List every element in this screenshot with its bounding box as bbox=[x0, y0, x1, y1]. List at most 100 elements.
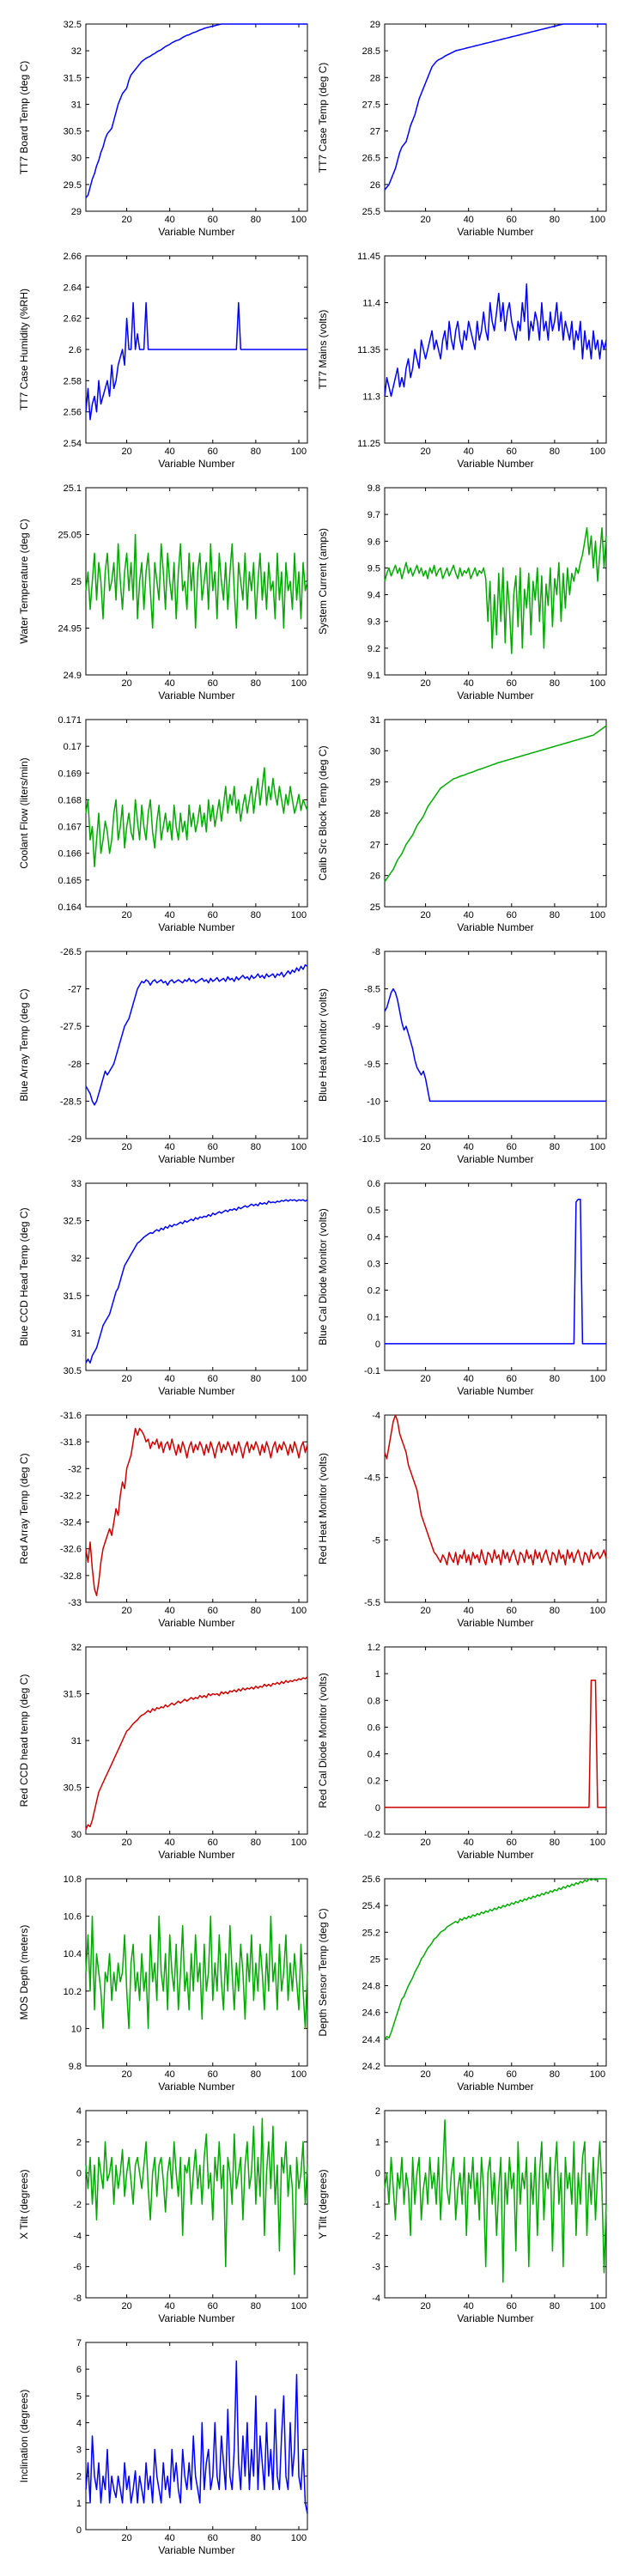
chart-svg: 20 40 60 80 100 30.5 31 31.5 32 32.5 33 Variable Nu… bbox=[18, 1179, 308, 1397]
y-tick-label: -8.5 bbox=[364, 985, 380, 995]
x-tick-label: 100 bbox=[590, 678, 605, 689]
x-tick-label: 60 bbox=[507, 1142, 517, 1152]
y-tick-label: 9.8 bbox=[368, 483, 380, 494]
x-tick-label: 40 bbox=[165, 1374, 175, 1384]
series-line bbox=[85, 2117, 308, 2275]
x-tick-label: 40 bbox=[464, 910, 474, 920]
x-tick-label: 100 bbox=[590, 1374, 605, 1384]
x-tick-label: 60 bbox=[208, 1374, 218, 1384]
x-tick-label: 40 bbox=[464, 2069, 474, 2080]
chart-panel: 20 40 60 80 100 29 29.5 30 30.5 31 31.5 32 32.5 Varia… bbox=[9, 15, 325, 246]
chart-panel: 20 40 60 80 100 0.164 0.165 0.166 0.167 0.168 0.16… bbox=[9, 711, 325, 941]
y-tick-label: -4 bbox=[372, 1411, 380, 1421]
y-tick-label: 31.5 bbox=[64, 73, 82, 83]
x-tick-label: 40 bbox=[165, 2533, 175, 2543]
x-tick-label: 80 bbox=[550, 1374, 560, 1384]
x-tick-label: 80 bbox=[251, 2533, 261, 2543]
x-tick-label: 100 bbox=[590, 1606, 605, 1616]
y-tick-label: 2 bbox=[375, 2106, 380, 2117]
y-tick-label: -5 bbox=[372, 1535, 380, 1546]
x-tick-label: 80 bbox=[550, 2069, 560, 2080]
y-tick-label: -27.5 bbox=[60, 1022, 82, 1032]
chart-svg: 20 40 60 80 100 0 1 2 3 4 5 6 7 Variable Number Inclin… bbox=[18, 2338, 308, 2556]
y-tick-label: -28.5 bbox=[60, 1097, 82, 1107]
y-tick-label: -32.2 bbox=[60, 1491, 82, 1501]
x-tick-label: 60 bbox=[208, 2301, 218, 2312]
series-line bbox=[384, 725, 607, 883]
series-line bbox=[384, 2119, 607, 2283]
x-tick-label: 80 bbox=[550, 447, 560, 457]
series-line bbox=[384, 526, 607, 654]
x-tick-label: 20 bbox=[121, 2533, 131, 2543]
x-tick-label: 60 bbox=[208, 215, 218, 225]
y-tick-label: 0.2 bbox=[368, 1286, 380, 1297]
x-tick-label: 100 bbox=[291, 1606, 307, 1616]
y-tick-label: -2 bbox=[372, 2231, 380, 2241]
y-tick-label: 24.8 bbox=[362, 1982, 380, 1992]
plot-frame bbox=[384, 1646, 607, 1835]
y-tick-label: 11.25 bbox=[357, 439, 380, 449]
x-tick-label: 60 bbox=[208, 2533, 218, 2543]
x-tick-label: 60 bbox=[208, 2069, 218, 2080]
y-axis-label: Blue CCD Head Temp (deg C) bbox=[18, 1207, 30, 1346]
y-tick-label: -3 bbox=[372, 2263, 380, 2273]
y-tick-label: 0.2 bbox=[368, 1777, 380, 1787]
y-tick-label: 0.167 bbox=[58, 823, 82, 833]
y-tick-label: 30 bbox=[71, 1830, 82, 1840]
y-tick-label: 2.62 bbox=[64, 314, 82, 325]
x-axis-label: Variable Number bbox=[457, 2312, 533, 2324]
chart-svg: 20 40 60 80 100 24.9 24.95 25 25.05 25.1 Variable … bbox=[18, 483, 308, 702]
series-line bbox=[85, 2360, 308, 2514]
y-tick-label: 26 bbox=[370, 180, 380, 191]
y-tick-label: 24.2 bbox=[362, 2062, 380, 2072]
y-tick-label: 25 bbox=[71, 577, 82, 587]
y-axis-label: Calib Src Block Temp (deg C) bbox=[317, 745, 329, 880]
y-tick-label: 0.168 bbox=[58, 795, 82, 805]
y-tick-label: 32 bbox=[71, 1643, 82, 1653]
y-tick-label: 27 bbox=[370, 840, 380, 850]
plot-frame bbox=[384, 487, 607, 676]
y-tick-label: 28.5 bbox=[362, 46, 380, 57]
y-tick-label: 25.05 bbox=[58, 531, 82, 541]
x-tick-label: 40 bbox=[464, 447, 474, 457]
chart-panel: 20 40 60 80 100 -29 -28.5 -28 -27.5 -27 -26.5 Varia… bbox=[9, 943, 325, 1173]
y-tick-label: -31.8 bbox=[60, 1437, 82, 1448]
y-tick-label: 28 bbox=[370, 809, 380, 819]
y-tick-label: -4 bbox=[73, 2231, 82, 2241]
x-tick-label: 40 bbox=[165, 1838, 175, 1848]
x-tick-label: 100 bbox=[291, 2069, 307, 2080]
chart-svg: 20 40 60 80 100 25.5 26 26.5 27 27.5 28 28.5 29 Varia… bbox=[317, 20, 607, 238]
plot-frame bbox=[85, 1182, 308, 1371]
x-axis-label: Variable Number bbox=[457, 921, 533, 933]
y-tick-label: 31 bbox=[71, 1328, 82, 1339]
x-tick-label: 60 bbox=[208, 678, 218, 689]
chart-svg: 20 40 60 80 100 -33 -32.8 -32.6 -32.4 -32.2 -32 -31… bbox=[18, 1411, 308, 1629]
y-tick-label: -28 bbox=[68, 1060, 82, 1070]
x-tick-label: 40 bbox=[165, 215, 175, 225]
y-tick-label: 33 bbox=[71, 1179, 82, 1189]
y-tick-label: 4 bbox=[76, 2106, 82, 2117]
y-tick-label: 9.3 bbox=[368, 617, 380, 628]
y-tick-label: 0 bbox=[375, 2169, 380, 2179]
chart-panel: 20 40 60 80 100 24.9 24.95 25 25.05 25.1 Variable … bbox=[9, 479, 325, 709]
y-tick-label: -33 bbox=[68, 1598, 82, 1608]
chart-panel: 20 40 60 80 100 -10.5 -10 -9.5 -9 -8.5 -8 Variable … bbox=[307, 943, 623, 1173]
y-tick-label: 29 bbox=[71, 207, 82, 217]
y-tick-label: -8 bbox=[73, 2293, 82, 2304]
y-tick-label: 0.165 bbox=[58, 876, 82, 886]
x-tick-label: 100 bbox=[291, 215, 307, 225]
y-tick-label: -0.1 bbox=[364, 1366, 380, 1376]
y-tick-label: 1.2 bbox=[368, 1643, 380, 1653]
y-tick-label: 0.3 bbox=[368, 1259, 380, 1269]
y-tick-label: 0.8 bbox=[368, 1696, 380, 1706]
y-tick-label: 2.58 bbox=[64, 376, 82, 386]
y-tick-label: 1 bbox=[76, 2499, 82, 2509]
y-tick-label: -0.2 bbox=[364, 1830, 380, 1840]
x-tick-label: 100 bbox=[590, 447, 605, 457]
x-tick-label: 40 bbox=[464, 1142, 474, 1152]
y-tick-label: 30.5 bbox=[64, 127, 82, 137]
y-tick-label: -10 bbox=[367, 1097, 380, 1107]
x-tick-label: 20 bbox=[420, 447, 430, 457]
x-axis-label: Variable Number bbox=[158, 1385, 234, 1397]
y-tick-label: 26.5 bbox=[362, 154, 380, 164]
